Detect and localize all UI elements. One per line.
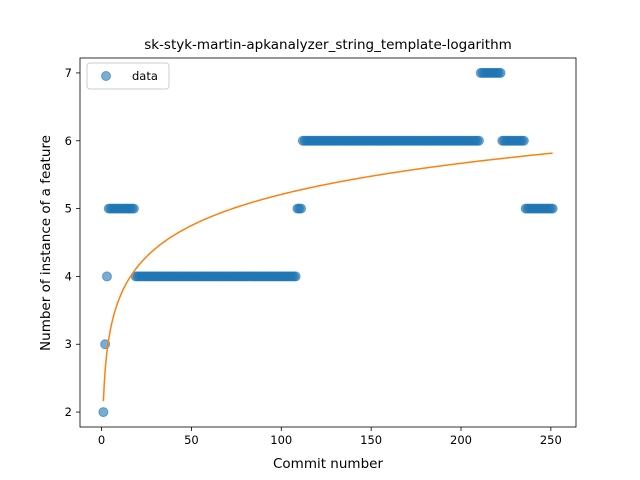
data-point [296, 203, 307, 214]
y-tick-label: 2 [65, 405, 72, 419]
data-point [290, 271, 301, 282]
x-axis-label: Commit number [273, 456, 383, 472]
x-tick-label: 0 [98, 433, 105, 447]
y-tick-label: 3 [65, 337, 72, 351]
legend-box [86, 62, 170, 90]
data-point [128, 203, 139, 214]
x-tick-label: 250 [540, 433, 562, 447]
data-point [495, 67, 506, 78]
axes-layer: 0 50 100 150 200 250 2 3 4 5 6 7 [65, 57, 577, 447]
axes-frame [79, 57, 577, 428]
data-point [473, 135, 484, 146]
y-tick-label: 4 [65, 269, 72, 283]
x-tick-label: 150 [360, 433, 382, 447]
x-tick-label: 100 [270, 433, 292, 447]
x-tick-label: 50 [184, 433, 199, 447]
data-point [518, 135, 529, 146]
y-axis-label: Number of instance of a feature [38, 135, 54, 351]
x-tick-label: 200 [450, 433, 472, 447]
fit-line [102, 152, 553, 402]
y-tick-label: 7 [65, 66, 72, 80]
data-point [98, 407, 109, 418]
legend-marker-data [101, 71, 111, 81]
plot-area [98, 67, 558, 418]
legend-label-data: data [132, 69, 158, 83]
legend: data [86, 62, 170, 90]
data-point [101, 271, 112, 282]
y-tick-label: 5 [65, 202, 72, 216]
y-tick-label: 6 [65, 134, 72, 148]
data-point [547, 203, 558, 214]
chart-title: sk-styk-martin-apkanalyzer_string_templa… [144, 37, 512, 53]
data-layer [98, 67, 558, 418]
